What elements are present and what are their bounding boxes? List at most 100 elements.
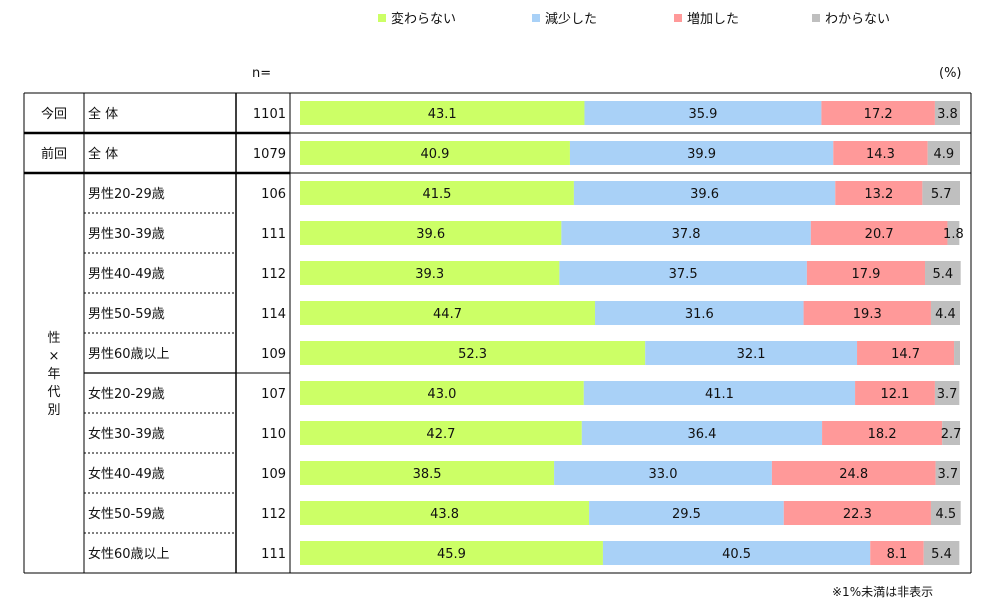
legend: 変わらない 減少した 増加した わからない <box>0 8 998 32</box>
data-label: 37.8 <box>672 227 701 242</box>
row-n: 109 <box>261 467 286 482</box>
data-label: 5.4 <box>932 267 953 282</box>
bar-segment <box>803 301 931 325</box>
legend-label-unchanged: 変わらない <box>391 12 457 27</box>
row-label: 全 体 <box>88 106 118 122</box>
row-label: 男性40-49歳 <box>88 267 165 282</box>
bar-segment <box>927 141 960 165</box>
bar-segment <box>300 461 555 485</box>
bar-segment <box>947 221 960 245</box>
legend-item-unknown: わからない <box>812 8 890 27</box>
data-label: 4.4 <box>935 307 956 322</box>
data-label: 38.5 <box>413 467 442 482</box>
row-n: 114 <box>261 307 286 322</box>
data-label: 39.3 <box>415 267 444 282</box>
data-label: 43.1 <box>428 107 457 122</box>
bar-segment <box>870 541 924 565</box>
data-label: 45.9 <box>437 547 466 562</box>
bar-segment <box>810 221 948 245</box>
n-header: n= <box>252 66 272 81</box>
data-label: 24.8 <box>839 467 868 482</box>
data-label: 42.7 <box>426 427 455 442</box>
legend-swatch-increased <box>674 13 682 22</box>
row-label: 男性60歳以上 <box>88 347 170 362</box>
row-label: 男性30-39歳 <box>88 227 165 242</box>
data-label: 40.5 <box>722 547 751 562</box>
data-label: 2.7 <box>941 427 962 442</box>
data-label: 5.4 <box>931 547 952 562</box>
row-n: 110 <box>261 427 286 442</box>
bar-segment <box>554 461 772 485</box>
data-label: 14.3 <box>866 147 895 162</box>
data-label: 1.8 <box>943 227 964 242</box>
data-label: 39.6 <box>416 227 445 242</box>
data-label: 41.5 <box>422 187 451 202</box>
row-label: 女性20-29歳 <box>88 386 165 402</box>
row-label: 女性40-49歳 <box>88 466 165 482</box>
bar-segment <box>300 141 570 165</box>
row-label: 男性50-59歳 <box>88 307 165 322</box>
bar-segment <box>300 221 562 245</box>
data-label: 35.9 <box>688 107 717 122</box>
bar-segment <box>573 181 836 205</box>
data-label: 3.8 <box>937 107 958 122</box>
data-label: 37.5 <box>669 267 698 282</box>
row-n: 111 <box>261 547 286 562</box>
bar-segment <box>922 181 960 205</box>
row-n: 1079 <box>253 147 286 162</box>
legend-swatch-unknown <box>812 13 820 22</box>
bar-segment <box>934 101 960 125</box>
bar-segment <box>821 101 935 125</box>
bar-segment <box>300 101 585 125</box>
bar-segment <box>561 221 811 245</box>
bar-segment <box>559 261 807 285</box>
bar-segment <box>771 461 936 485</box>
data-label: 19.3 <box>853 307 882 322</box>
row-n: 106 <box>261 187 286 202</box>
bar-segment <box>583 381 856 405</box>
row-label: 女性50-59歳 <box>88 506 165 522</box>
data-label: 3.7 <box>937 467 958 482</box>
data-label: 14.7 <box>891 347 920 362</box>
bar-segment <box>300 301 596 325</box>
bar-segment <box>300 501 590 525</box>
data-label: 29.5 <box>672 507 701 522</box>
bar-segment <box>935 461 960 485</box>
row-n: 107 <box>261 387 286 402</box>
bar-segment <box>930 501 961 525</box>
row-label: 男性20-29歳 <box>88 187 165 202</box>
bar-segment <box>300 181 574 205</box>
data-label: 20.7 <box>865 227 894 242</box>
bar-segment <box>930 301 960 325</box>
footnote: ※1%未満は非表示 <box>832 585 934 599</box>
data-label: 33.0 <box>649 467 678 482</box>
bar-segment <box>783 501 931 525</box>
data-label: 8.1 <box>887 547 908 562</box>
bar-segment <box>822 421 943 445</box>
data-label: 22.3 <box>843 507 872 522</box>
data-label: 3.7 <box>937 387 958 402</box>
bar-segment <box>923 541 960 565</box>
data-label: 12.1 <box>881 387 910 402</box>
bar-segment <box>300 341 646 365</box>
legend-label-decreased: 減少した <box>545 12 598 27</box>
bar-segment <box>833 141 928 165</box>
data-label: 4.9 <box>933 147 954 162</box>
data-label: 40.9 <box>420 147 449 162</box>
legend-swatch-unchanged <box>378 13 386 22</box>
legend-item-decreased: 減少した <box>532 8 597 27</box>
group-label: 前回 <box>41 146 67 162</box>
legend-label-increased: 増加した <box>687 12 740 27</box>
bar-segment <box>300 261 560 285</box>
group-label: 今回 <box>41 106 67 122</box>
row-n: 111 <box>261 227 286 242</box>
data-label: 4.5 <box>935 507 956 522</box>
data-label: 52.3 <box>458 347 487 362</box>
bar-segment <box>300 421 582 445</box>
bar-segment <box>835 181 923 205</box>
bar-segment <box>954 341 960 365</box>
row-n: 109 <box>261 347 286 362</box>
bar-segment <box>855 381 935 405</box>
data-label: 13.2 <box>864 187 893 202</box>
